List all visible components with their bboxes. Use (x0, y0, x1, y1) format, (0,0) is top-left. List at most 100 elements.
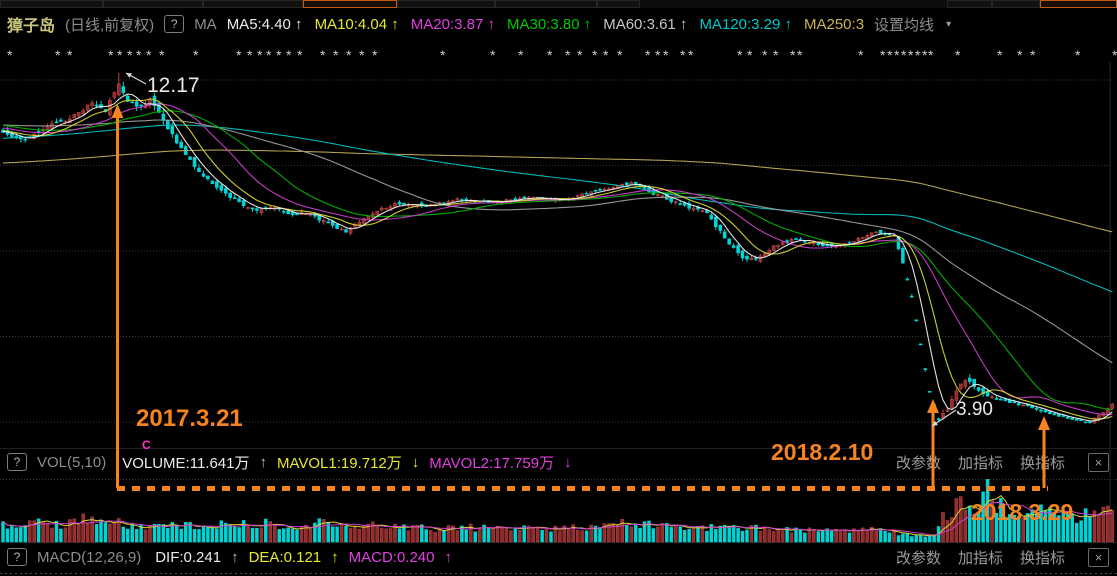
tab-segment[interactable] (203, 0, 303, 8)
change-params-button[interactable]: 改参数 (895, 454, 941, 472)
event-star-icon[interactable]: * (797, 47, 803, 63)
event-star-icon[interactable]: * (159, 47, 165, 63)
event-star-icon[interactable]: * (276, 47, 282, 63)
event-star-icon[interactable]: * (663, 47, 669, 63)
ma-settings-button[interactable]: 设置均线 (874, 16, 935, 34)
help-icon[interactable]: ? (7, 453, 27, 471)
tab-segment[interactable] (103, 0, 203, 8)
event-star-icon[interactable]: * (547, 47, 553, 63)
event-star-icon[interactable]: * (894, 47, 900, 63)
event-star-icon[interactable]: * (901, 47, 907, 63)
event-star-icon[interactable]: * (127, 47, 133, 63)
close-icon[interactable]: × (1088, 452, 1109, 472)
chart-period-label: (日线,前复权) (65, 16, 155, 34)
event-star-icon[interactable]: * (922, 47, 928, 63)
event-star-icon[interactable]: * (762, 47, 768, 63)
event-star-icon[interactable]: * (908, 47, 914, 63)
event-star-icon[interactable]: * (236, 47, 242, 63)
event-star-icon[interactable]: * (55, 47, 61, 63)
mavol1-arrow-icon: ↓ (411, 453, 420, 471)
volume-value: VOLUME:11.641万 (122, 454, 250, 472)
event-marker-row: * * * * * * * * * * * * * * * * * * * * * * * * * * * * * * * * * * * * * * * *… (0, 47, 1117, 63)
help-icon[interactable]: ? (164, 15, 185, 33)
event-star-icon[interactable]: * (577, 47, 583, 63)
event-star-icon[interactable]: * (346, 47, 352, 63)
event-star-icon[interactable]: * (617, 47, 623, 63)
event-star-icon[interactable]: * (603, 47, 609, 63)
event-star-icon[interactable]: * (146, 47, 152, 63)
event-star-icon[interactable]: * (257, 47, 263, 63)
dea-arrow-icon: ↑ (331, 548, 339, 566)
event-star-icon[interactable]: * (858, 47, 864, 63)
ma-values-readout: MA5:4.40 ↑ MA10:4.04 ↑ MA20:3.87 ↑ MA30:3.8… (227, 16, 864, 33)
event-star-icon[interactable]: * (490, 47, 496, 63)
event-star-icon[interactable]: * (333, 47, 339, 63)
event-star-icon[interactable]: * (997, 47, 1003, 63)
event-star-icon[interactable]: * (1030, 47, 1036, 63)
event-star-icon[interactable]: * (1075, 47, 1081, 63)
event-star-icon[interactable]: * (320, 47, 326, 63)
switch-indicator-button[interactable]: 换指标 (1019, 549, 1065, 567)
event-star-icon[interactable]: * (790, 47, 796, 63)
tab-segment[interactable] (597, 0, 640, 8)
event-star-icon[interactable]: * (592, 47, 598, 63)
active-tab-segment[interactable] (1040, 0, 1117, 8)
event-star-icon[interactable]: * (7, 47, 13, 63)
stock-name: 獐子岛 (7, 18, 56, 35)
event-star-icon[interactable]: * (440, 47, 446, 63)
vol-indicator-name: VOL(5,10) (37, 453, 107, 471)
event-star-icon[interactable]: * (737, 47, 743, 63)
macd-value: MACD:0.240 (348, 548, 435, 566)
tab-segment[interactable] (0, 0, 103, 8)
event-star-icon[interactable]: * (108, 47, 114, 63)
event-star-icon[interactable]: * (655, 47, 661, 63)
chevron-down-icon[interactable]: ▾ (946, 18, 952, 30)
add-indicator-button[interactable]: 加指标 (957, 454, 1003, 472)
event-star-icon[interactable]: * (286, 47, 292, 63)
event-star-icon[interactable]: * (117, 47, 123, 63)
event-star-icon[interactable]: * (565, 47, 571, 63)
event-star-icon[interactable]: * (266, 47, 272, 63)
dea-value: DEA:0.121 (248, 548, 322, 566)
ma-value: MA5:4.40 ↑ (226, 15, 303, 33)
ma-value: MA20:3.87 ↑ (410, 15, 495, 33)
event-star-icon[interactable]: * (887, 47, 893, 63)
event-star-icon[interactable]: * (928, 47, 934, 63)
event-star-icon[interactable]: * (915, 47, 921, 63)
event-star-icon[interactable]: * (747, 47, 753, 63)
switch-indicator-button[interactable]: 换指标 (1019, 454, 1065, 472)
event-star-icon[interactable]: * (880, 47, 886, 63)
event-star-icon[interactable]: * (193, 47, 199, 63)
event-star-icon[interactable]: * (297, 47, 303, 63)
help-icon[interactable]: ? (7, 548, 27, 566)
event-star-icon[interactable]: * (518, 47, 524, 63)
event-star-icon[interactable]: * (359, 47, 365, 63)
event-star-icon[interactable]: * (372, 47, 378, 63)
tab-segment[interactable] (397, 0, 495, 8)
tab-segment[interactable] (495, 0, 597, 8)
event-star-icon[interactable]: * (680, 47, 686, 63)
event-star-icon[interactable]: * (955, 47, 961, 63)
change-params-button[interactable]: 改参数 (895, 549, 941, 567)
event-star-icon[interactable]: * (1112, 47, 1117, 63)
event-star-icon[interactable]: * (773, 47, 779, 63)
tab-segment[interactable] (992, 0, 1040, 8)
ma-value: MA30:3.80 ↑ (507, 15, 592, 33)
event-star-icon[interactable]: * (136, 47, 142, 63)
ma-value: MA120:3.29 ↑ (699, 15, 792, 33)
event-star-icon[interactable]: * (1017, 47, 1023, 63)
macd-pane-header: ? MACD(12,26,9) DIF:0.241 ↑ DEA:0.121 ↑ … (0, 543, 1117, 571)
tab-segment[interactable] (947, 0, 992, 8)
event-star-icon[interactable]: * (247, 47, 253, 63)
indicator-name: MA (194, 15, 217, 33)
event-star-icon[interactable]: * (688, 47, 694, 63)
macd-arrow-icon: ↑ (444, 548, 453, 566)
mavol1-value: MAVOL1:19.712万 (276, 454, 402, 472)
event-star-icon[interactable]: * (67, 47, 73, 63)
active-tab-segment[interactable] (303, 0, 397, 8)
add-indicator-button[interactable]: 加指标 (957, 549, 1003, 567)
event-star-icon[interactable]: * (645, 47, 651, 63)
close-icon[interactable]: × (1088, 547, 1109, 567)
